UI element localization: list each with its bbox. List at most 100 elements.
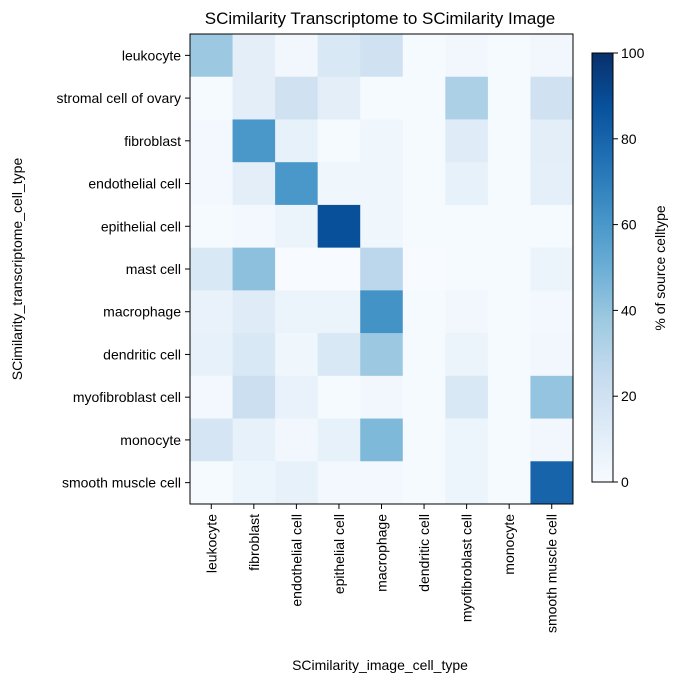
colorbar-tick-label: 0 xyxy=(621,474,629,490)
x-tick-label: monocyte xyxy=(501,514,517,575)
heatmap-cell xyxy=(530,76,574,120)
x-tick-label: leukocyte xyxy=(203,514,219,573)
y-tick-label: mast cell xyxy=(126,261,181,277)
heatmap-cell xyxy=(530,461,574,505)
heatmap-cell xyxy=(445,290,489,334)
x-tick-label: smooth muscle cell xyxy=(544,514,560,633)
heatmap-cell xyxy=(317,333,361,377)
heatmap-cell xyxy=(530,333,574,377)
heatmap-cell xyxy=(530,290,574,334)
heatmap-cell xyxy=(360,375,404,420)
heatmap-cell xyxy=(360,162,404,206)
heatmap-cell xyxy=(530,119,574,163)
heatmap-cell xyxy=(487,162,531,206)
heatmap-cell xyxy=(487,76,531,120)
heatmap-cell xyxy=(445,333,489,377)
heatmap-cell xyxy=(232,333,276,377)
heatmap-cell xyxy=(232,76,276,120)
heatmap-cell xyxy=(360,34,404,78)
heatmap-cell xyxy=(317,461,361,505)
heatmap-cell xyxy=(232,461,276,505)
heatmap-cell xyxy=(232,119,276,163)
heatmap-cell xyxy=(317,204,361,249)
heatmap-cell xyxy=(317,119,361,163)
y-tick-label: endothelial cell xyxy=(88,176,181,192)
y-tick-label: leukocyte xyxy=(122,47,181,63)
heatmap-cell xyxy=(360,76,404,120)
y-axis-label: SCimilarity_transcriptome_cell_type xyxy=(9,158,25,381)
heatmap-cell xyxy=(360,418,404,462)
y-tick-label: macrophage xyxy=(103,304,181,320)
heatmap-cell xyxy=(530,375,574,420)
heatmap-cell xyxy=(275,290,319,334)
heatmap-cell xyxy=(275,162,319,206)
y-tick-label: smooth muscle cell xyxy=(62,475,181,491)
heatmap-cell xyxy=(275,247,319,291)
heatmap-cell xyxy=(530,418,574,462)
heatmap-cell xyxy=(190,76,234,120)
heatmap-cell xyxy=(530,34,574,78)
x-tick-label: endothelial cell xyxy=(288,514,304,607)
heatmap-cell xyxy=(360,333,404,377)
x-tick-label: epithelial cell xyxy=(331,514,347,594)
y-tick-label: monocyte xyxy=(120,432,181,448)
heatmap-cell xyxy=(445,34,489,78)
heatmap-cell xyxy=(360,119,404,163)
heatmap-cell xyxy=(402,290,446,334)
x-tick-label: macrophage xyxy=(374,514,390,592)
colorbar-tick-label: 60 xyxy=(621,217,637,233)
heatmap-cell xyxy=(445,76,489,120)
heatmap-cell xyxy=(487,34,531,78)
heatmap-cell xyxy=(317,290,361,334)
heatmap-cell xyxy=(232,290,276,334)
heatmap-cell xyxy=(530,162,574,206)
heatmap-cell xyxy=(190,34,234,78)
heatmap-cell xyxy=(275,119,319,163)
heatmap-cell xyxy=(402,418,446,462)
y-tick-label: stromal cell of ovary xyxy=(57,90,181,106)
heatmap-cell xyxy=(402,204,446,249)
heatmap-cell xyxy=(360,204,404,249)
heatmap-cell xyxy=(232,418,276,462)
heatmap-cell xyxy=(487,247,531,291)
heatmap-cell xyxy=(232,162,276,206)
heatmap-cell xyxy=(232,375,276,420)
heatmap-cell xyxy=(275,418,319,462)
heatmap-cell xyxy=(530,247,574,291)
heatmap-cell xyxy=(317,247,361,291)
heatmap-cell xyxy=(402,76,446,120)
heatmap-cell xyxy=(275,375,319,420)
heatmap-cell xyxy=(317,162,361,206)
heatmap-cell xyxy=(445,418,489,462)
heatmap-cell xyxy=(402,34,446,78)
heatmap-cell xyxy=(487,204,531,249)
heatmap-cell xyxy=(190,375,234,420)
colorbar-tick-label: 40 xyxy=(621,302,637,318)
heatmap-cell xyxy=(402,162,446,206)
y-tick-label: dendritic cell xyxy=(103,346,181,362)
heatmap-cell xyxy=(360,290,404,334)
colorbar-label: % of source celltype xyxy=(652,205,668,330)
heatmap-cell xyxy=(445,162,489,206)
heatmap-cell xyxy=(317,34,361,78)
x-tick-label: fibroblast xyxy=(246,514,262,571)
colorbar xyxy=(591,52,614,483)
heatmap-cell xyxy=(487,418,531,462)
heatmap-cell xyxy=(487,333,531,377)
heatmap-cell xyxy=(190,333,234,377)
x-axis-label: SCimilarity_image_cell_type xyxy=(292,657,468,673)
x-tick-label: dendritic cell xyxy=(416,514,432,592)
heatmap-cell xyxy=(275,76,319,120)
heatmap-cell xyxy=(317,76,361,120)
y-tick-label: fibroblast xyxy=(124,133,181,149)
y-tick-label: epithelial cell xyxy=(101,218,181,234)
heatmap-cell xyxy=(317,375,361,420)
heatmap-cell xyxy=(190,247,234,291)
heatmap-cell xyxy=(190,418,234,462)
heatmap-cell xyxy=(275,204,319,249)
heatmap-cell xyxy=(402,375,446,420)
heatmap-cell xyxy=(275,333,319,377)
heatmap-cell xyxy=(232,34,276,78)
